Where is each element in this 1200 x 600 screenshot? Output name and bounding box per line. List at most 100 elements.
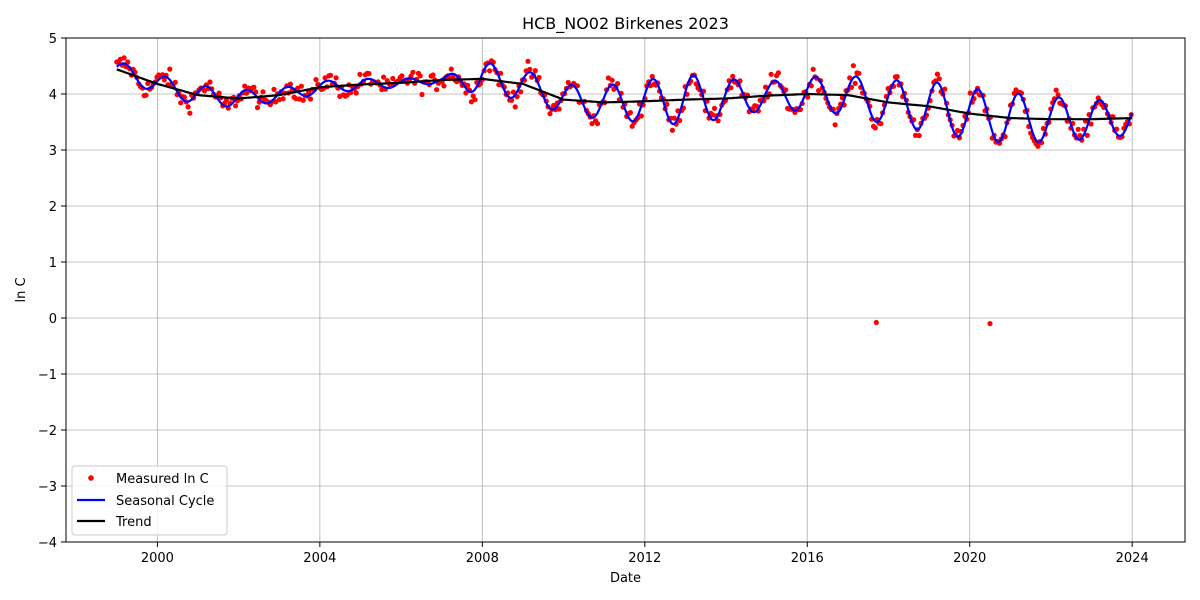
measured-point <box>873 319 879 326</box>
measured-point <box>518 89 524 95</box>
measured-point <box>280 96 286 102</box>
measured-point <box>328 72 334 78</box>
measured-point <box>1075 126 1081 132</box>
measured-point <box>178 100 184 106</box>
measured-point <box>510 89 516 95</box>
seasonal-cycle-line <box>116 62 1134 144</box>
measured-point <box>448 66 454 72</box>
x-tick-label: 2004 <box>303 551 336 566</box>
measured-point <box>333 75 339 81</box>
measured-point <box>728 85 734 91</box>
measured-point <box>525 58 531 64</box>
measured-point <box>419 91 425 98</box>
measured-point <box>465 82 471 88</box>
measured-point <box>551 102 557 109</box>
x-axis-label: Date <box>610 571 641 586</box>
measured-point <box>609 77 615 83</box>
measured-point <box>167 66 173 72</box>
measured-point <box>536 74 542 81</box>
measured-point <box>216 90 222 96</box>
y-tick-label: 1 <box>49 256 57 271</box>
measured-point <box>872 125 878 131</box>
measured-point <box>390 75 396 82</box>
measured-point <box>187 110 193 116</box>
measured-point <box>671 115 677 121</box>
measured-point <box>161 77 167 83</box>
measured-point <box>936 76 942 82</box>
measured-point <box>916 133 922 139</box>
measured-point <box>711 105 718 111</box>
measured-point <box>410 69 416 75</box>
measured-point <box>730 73 736 79</box>
measured-point <box>307 96 314 102</box>
measured-point <box>1084 132 1090 138</box>
measured-point <box>366 71 372 77</box>
measured-point <box>649 73 655 80</box>
y-tick-label: 5 <box>49 32 57 47</box>
measured-point <box>856 70 862 76</box>
x-tick-label: 2008 <box>466 551 499 566</box>
measured-point <box>532 68 538 74</box>
measured-point <box>463 90 469 96</box>
measured-point <box>243 90 250 96</box>
measured-point <box>434 87 440 93</box>
y-tick-label: 4 <box>49 88 57 103</box>
measured-point <box>763 84 769 90</box>
measured-point <box>810 66 816 72</box>
measured-point <box>850 63 857 69</box>
measured-point <box>260 89 266 95</box>
measured-point <box>185 104 191 110</box>
x-tick-label: 2012 <box>628 551 661 566</box>
measured-point <box>1053 87 1059 93</box>
measured-point <box>768 71 774 77</box>
measured-point <box>300 97 306 103</box>
measured-point <box>565 79 571 86</box>
legend-measured-marker <box>88 475 94 481</box>
measured-point <box>121 55 127 61</box>
measured-point <box>381 74 387 80</box>
x-tick-label: 2024 <box>1116 551 1149 566</box>
measured-point <box>987 321 993 327</box>
measured-point <box>547 111 553 117</box>
measured-point <box>509 97 515 103</box>
y-axis-label: ln C <box>14 277 29 302</box>
measured-point <box>878 121 884 127</box>
plot-area <box>114 55 1134 327</box>
measured-point <box>715 118 721 124</box>
measured-point <box>638 113 644 119</box>
measured-point <box>805 94 811 100</box>
measured-point <box>172 79 178 85</box>
measured-point <box>556 106 562 112</box>
measured-point <box>512 104 518 110</box>
measured-point <box>271 86 277 92</box>
legend-label-measured: Measured ln C <box>116 472 209 487</box>
legend: Measured ln C Seasonal Cycle Trend <box>71 465 228 536</box>
measured-point <box>417 73 423 79</box>
y-tick-label: −3 <box>38 480 57 495</box>
y-tick-label: −4 <box>38 536 57 551</box>
axes-frame <box>65 37 1186 543</box>
measured-point <box>254 105 261 111</box>
y-tick-label: −2 <box>38 424 57 439</box>
measured-point <box>145 80 151 86</box>
measured-point <box>615 81 621 87</box>
measured-point <box>967 90 973 96</box>
measured-point <box>753 103 760 109</box>
measured-point <box>832 122 838 128</box>
measured-point <box>627 110 634 116</box>
measured-point <box>912 132 919 138</box>
measured-point <box>498 70 504 76</box>
measured-point <box>313 77 319 83</box>
chart-title: HCB_NO02 Birkenes 2023 <box>522 14 729 34</box>
measured-point <box>934 71 941 77</box>
x-axis-ticks: 2000 2004 2008 2012 2016 2020 2024 <box>141 542 1149 566</box>
measured-point <box>357 71 363 77</box>
measured-point <box>201 88 208 94</box>
legend-label-seasonal: Seasonal Cycle <box>116 494 214 509</box>
measured-point <box>527 66 533 72</box>
measured-point <box>1055 92 1061 98</box>
measured-point <box>487 68 493 74</box>
trend-line <box>116 68 1133 121</box>
legend-label-trend: Trend <box>115 515 152 530</box>
